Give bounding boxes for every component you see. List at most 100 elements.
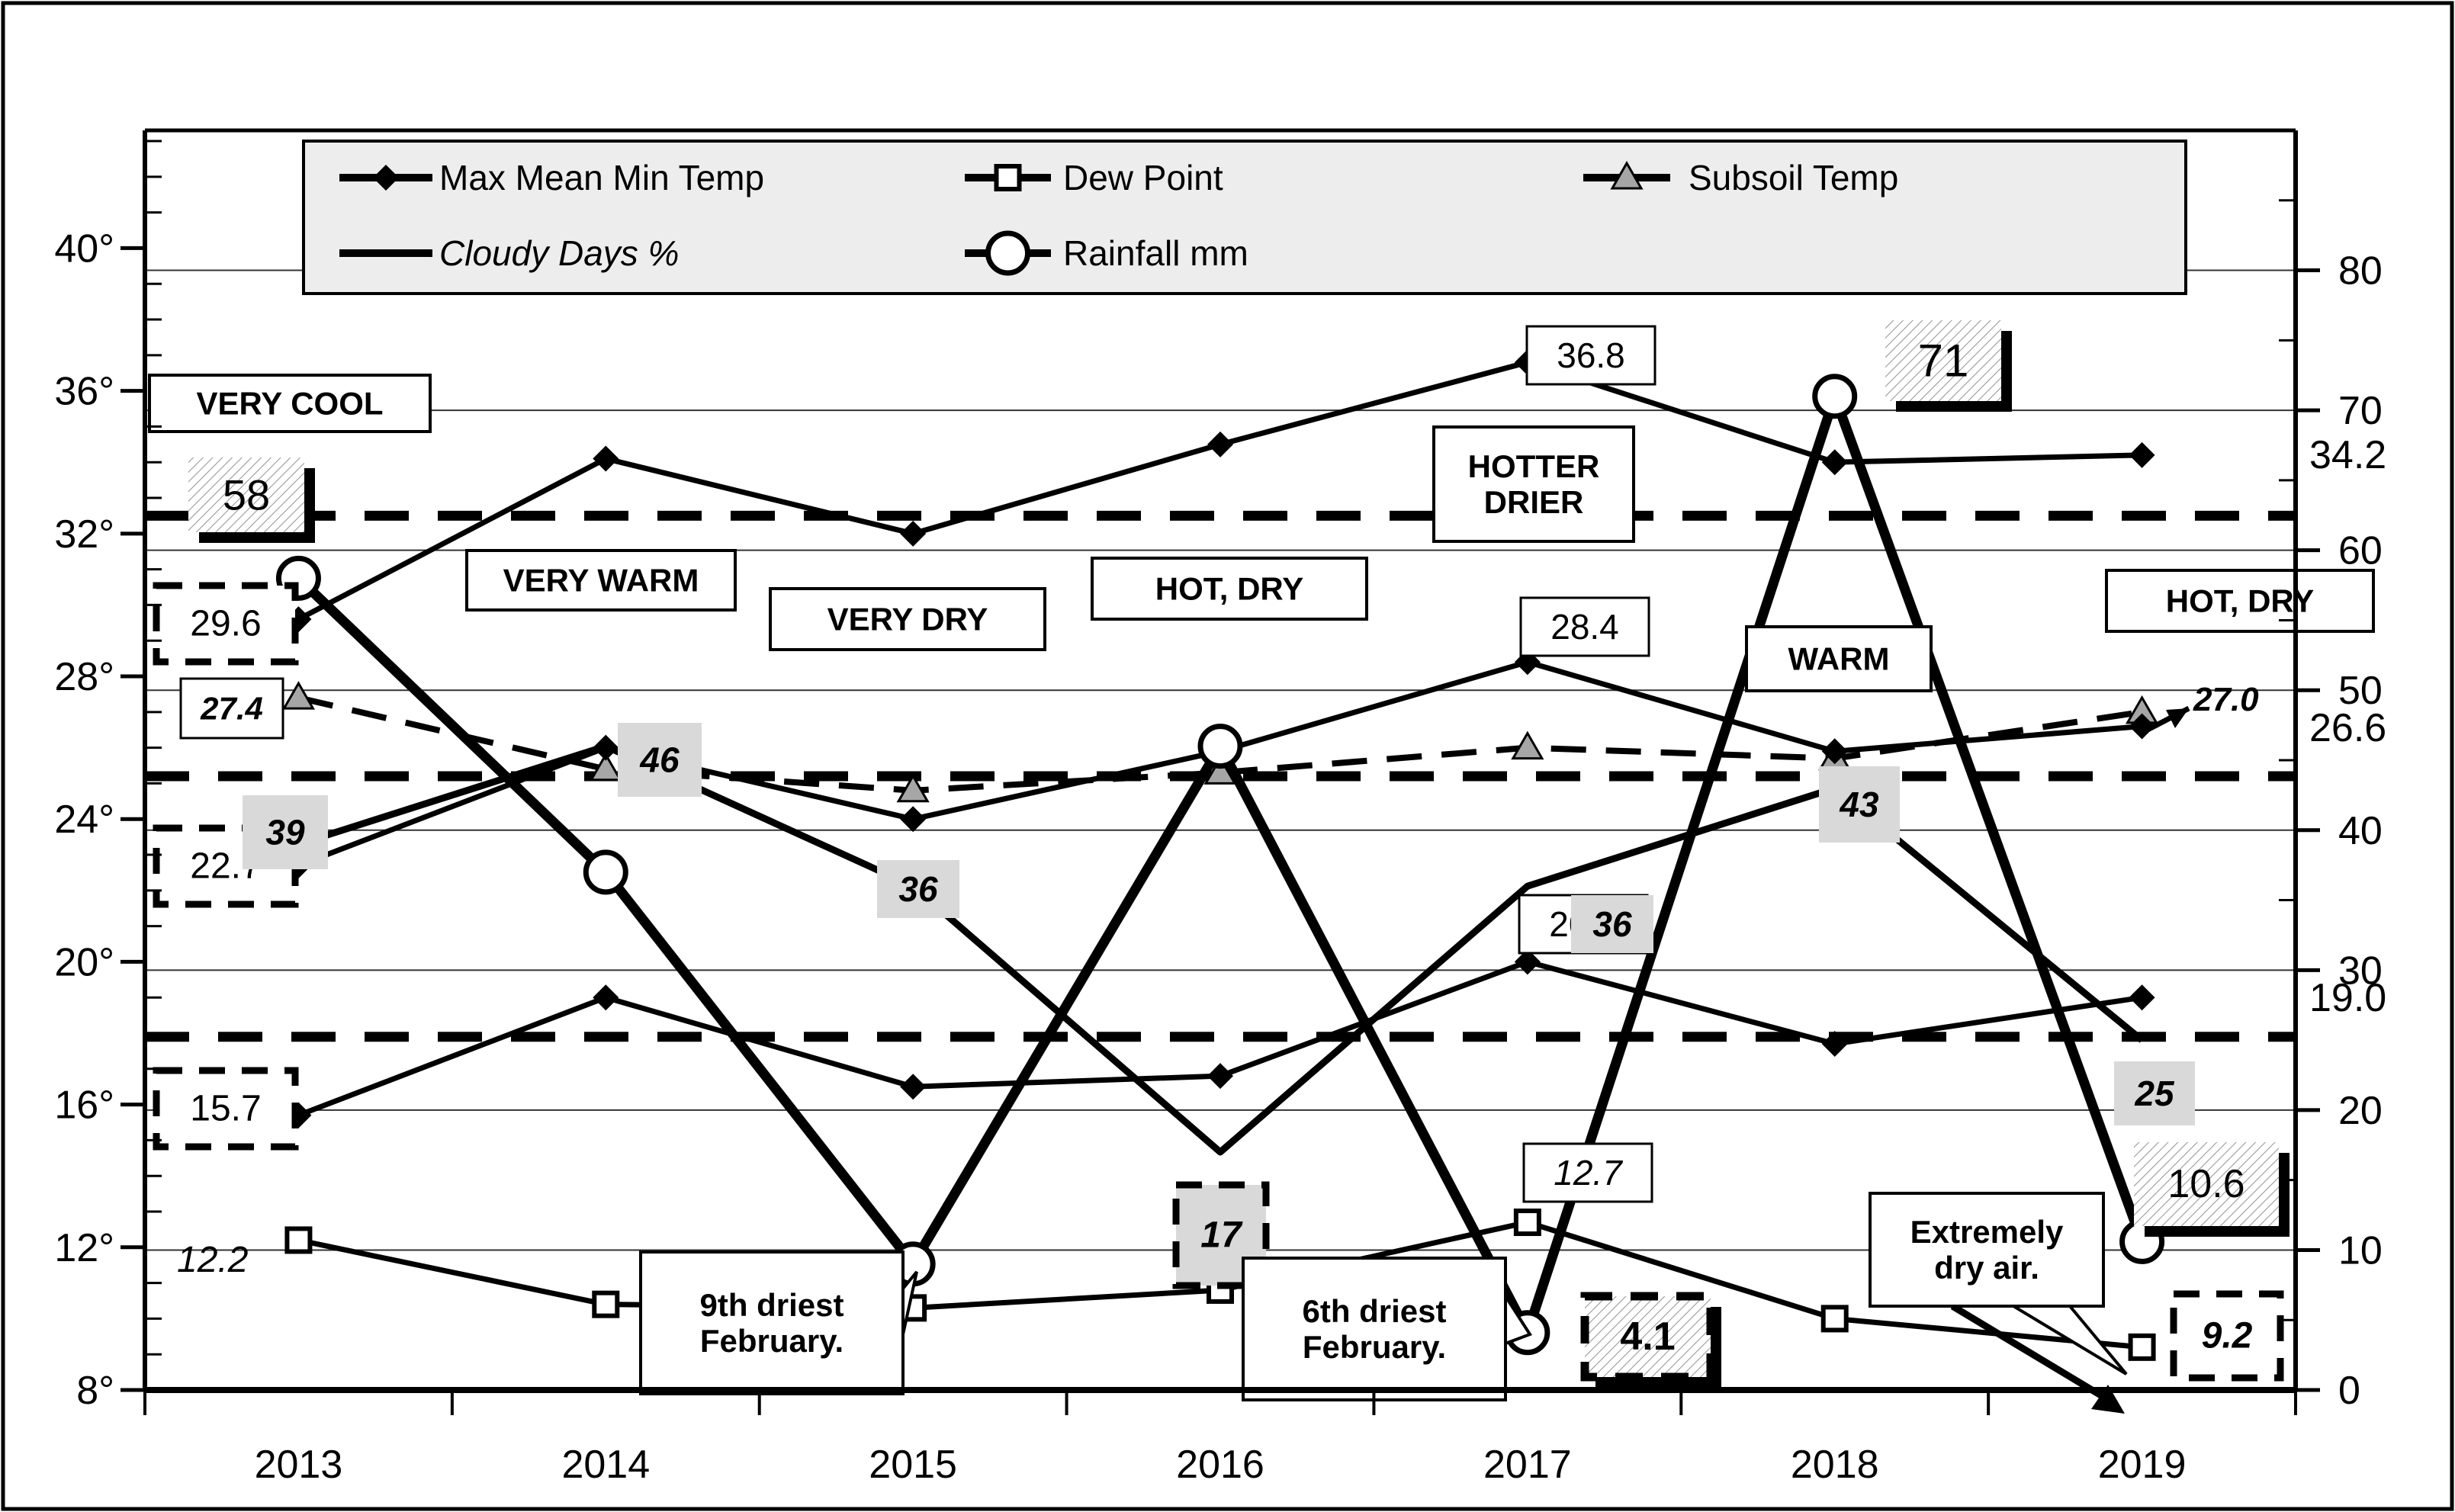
left-axis-tick-label: 32° <box>54 512 114 557</box>
annotation-box <box>1522 1142 1653 1203</box>
dew-2017-label: 12.7 <box>1522 1142 1653 1203</box>
annotation-box <box>1869 1192 2105 1308</box>
circle-marker <box>985 230 1030 276</box>
subsoil-2013-label: 27.4 <box>179 677 284 740</box>
annotation-text: 17 <box>1200 1215 1243 1256</box>
subsoil-2019-label: 27.0 <box>2193 681 2259 718</box>
square-marker <box>1820 1305 1849 1333</box>
circle-marker <box>583 849 628 895</box>
annotation-box <box>1525 325 1656 386</box>
annotation-box <box>1242 1257 1507 1401</box>
cloudy-2013-label: 39 <box>243 795 328 869</box>
right-axis-tick-label: 60 <box>2338 529 2383 573</box>
triangle-marker <box>589 752 622 782</box>
legend-item-rainfall-mm: Rainfall mm <box>965 230 1248 276</box>
annotation-box <box>148 374 432 433</box>
annotations: VERY COOL VERY WARM VERY DRY HOT, DRY HOTTER… <box>148 320 2386 1414</box>
x-axis-year-label: 2016 <box>1176 1443 1264 1487</box>
legend: Max Mean Min Temp Dew Point Subsoil Temp Cl… <box>302 140 2187 295</box>
legend-item-max-mean-min-temp: Max Mean Min Temp <box>339 158 764 197</box>
annotation-text: 71 <box>1918 335 1969 387</box>
annotation-text: 39 <box>265 813 305 852</box>
annotation-box <box>877 860 959 918</box>
hot-dry-2016: HOT, DRY <box>1091 557 1368 621</box>
annotation-text: 43 <box>1839 785 1879 824</box>
legend-item-label: Dew Point <box>1063 158 1223 197</box>
annotation-box <box>2114 1061 2195 1125</box>
triangle-marker <box>1203 756 1237 785</box>
right-axis-tick-label: 80 <box>2338 249 2383 294</box>
left-axis-tick-label: 8° <box>76 1369 114 1413</box>
annotation-text: VERY WARM <box>503 563 699 599</box>
annotation-box <box>1745 625 1933 692</box>
legend-item-label: Rainfall mm <box>1063 233 1248 273</box>
annotation-text: 9th driest <box>699 1287 844 1323</box>
annotation-text: DRIER <box>1484 484 1584 520</box>
annotation-text: VERY DRY <box>827 602 988 637</box>
annotation-text: 9.2 <box>2202 1316 2253 1356</box>
annotation-text: February. <box>1303 1329 1446 1365</box>
annotation-box <box>153 1067 299 1151</box>
annotation-text: 19.0 <box>2309 976 2386 1020</box>
triangle-marker <box>1610 160 1644 190</box>
square-marker <box>994 164 1022 191</box>
right-axis-tick-label: 70 <box>2338 389 2383 433</box>
triangle-marker <box>896 773 930 803</box>
diamond-marker <box>593 445 619 472</box>
left-axis-tick-label: 28° <box>54 655 114 699</box>
annotation-text: 27.0 <box>2193 681 2259 718</box>
diamond-marker <box>2129 984 2155 1011</box>
callout-arrow <box>1950 1303 2113 1404</box>
annotation-text: 36 <box>898 869 938 909</box>
square-marker <box>2128 1333 2156 1361</box>
annotation-text: 27.4 <box>200 691 263 727</box>
annotation-text: 36.8 <box>1557 335 1625 375</box>
circle-marker <box>1812 374 1858 419</box>
annotation-text: 58 <box>223 471 270 519</box>
x-axis-year-label: 2017 <box>1483 1443 1572 1487</box>
annotation-box <box>188 457 304 532</box>
diamond-marker <box>1821 738 1848 765</box>
annotation-text: 36 <box>1592 904 1632 944</box>
annotation-box <box>1091 557 1368 621</box>
min-2019-label: 19.0 <box>2309 976 2386 1020</box>
series-subsoil-temp-markers <box>281 681 2159 803</box>
cloudy-2019-label: 25 <box>2114 1061 2195 1125</box>
diamond-marker <box>1821 1031 1848 1058</box>
annotation-box <box>1885 320 2001 401</box>
leader-arrowhead <box>2166 708 2189 728</box>
right-axis-tick-label: 40 <box>2338 809 2383 853</box>
very-dry: VERY DRY <box>769 587 1046 651</box>
axes: 40° 36° 32° 28° 24° 20° 16° 12° 8° 80 70 60 50 40 30 20… <box>54 129 2383 1487</box>
dew-2013-label: 12.2 <box>177 1240 248 1280</box>
dew-2019-label: 9.2 <box>2170 1290 2284 1382</box>
diamond-marker <box>2129 713 2155 740</box>
diamond-marker <box>900 806 927 833</box>
circle-marker <box>1197 724 1243 769</box>
diamond-marker <box>1821 449 1848 476</box>
legend-item-label: Cloudy Days % <box>439 233 679 273</box>
annotation-text: 15.7 <box>190 1089 261 1129</box>
very-cool: VERY COOL <box>148 374 432 433</box>
series-dew-point-markers <box>284 1209 2156 1361</box>
cloudy-2017-label: 36 <box>1571 895 1653 953</box>
cloudy-2014-label: 46 <box>618 723 702 797</box>
triangle-marker <box>1511 730 1544 760</box>
mean-2017-label: 28.4 <box>1519 596 1650 657</box>
annotation-box <box>153 582 299 666</box>
annotation-box <box>1519 596 1650 657</box>
annotation-text: HOT, DRY <box>1155 571 1303 607</box>
annotation-text: Extremely <box>1910 1214 2064 1250</box>
annotation-box <box>769 587 1046 651</box>
annotation-box <box>243 795 328 869</box>
left-axis-tick-label: 36° <box>54 370 114 414</box>
annotation-text: dry air. <box>1934 1250 2039 1286</box>
annotation-text: 25 <box>2134 1074 2175 1113</box>
annotation-box <box>1819 766 1900 843</box>
square-marker <box>592 1290 620 1318</box>
annotation-text: 34.2 <box>2309 433 2386 477</box>
